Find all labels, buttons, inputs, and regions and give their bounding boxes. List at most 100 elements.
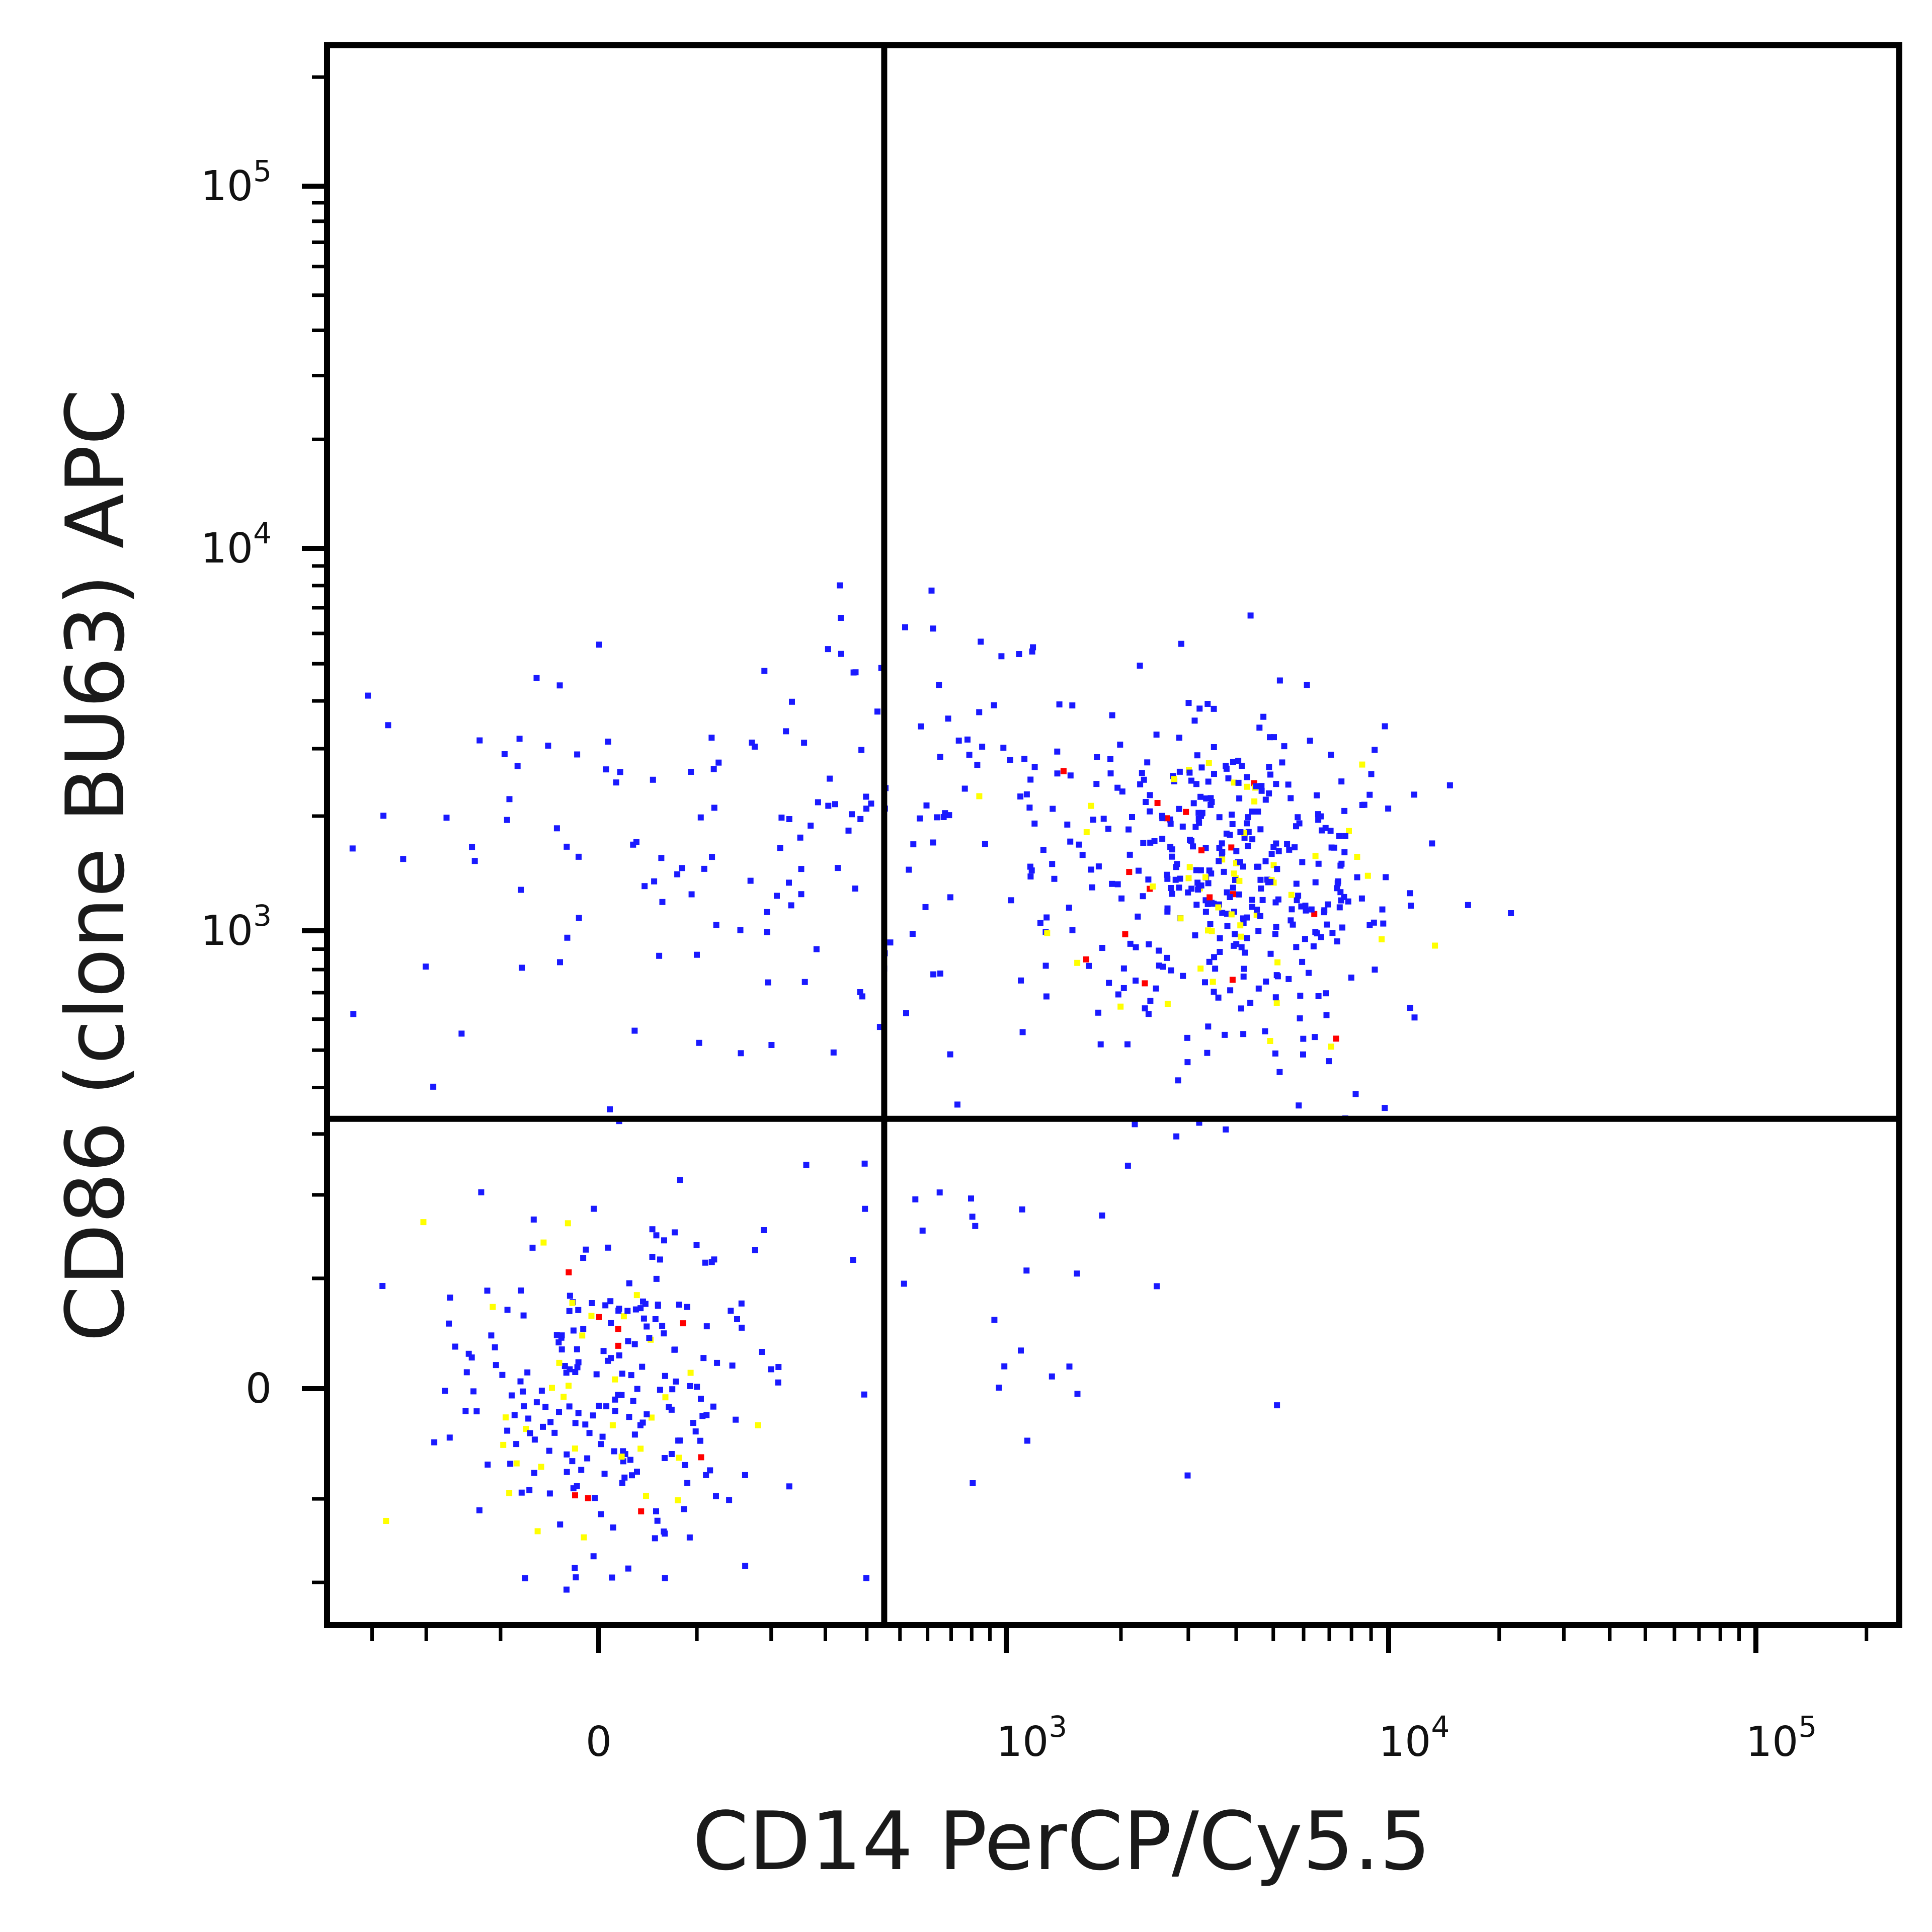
data-point: [978, 638, 984, 645]
data-point: [1184, 1059, 1191, 1066]
data-point: [1019, 1029, 1026, 1035]
data-point: [777, 845, 783, 851]
data-point: [1049, 1373, 1055, 1380]
data-point: [1288, 892, 1295, 898]
data-point: [620, 1458, 626, 1465]
data-point: [546, 1490, 553, 1497]
data-point: [1202, 979, 1208, 986]
data-point: [1185, 700, 1192, 706]
data-point: [1334, 885, 1340, 892]
data-point: [1198, 813, 1204, 819]
data-point: [801, 979, 808, 985]
data-point: [752, 1247, 758, 1253]
data-point: [1302, 936, 1308, 942]
data-point: [868, 800, 874, 807]
data-point: [1168, 885, 1174, 891]
data-point: [1145, 876, 1152, 883]
data-point: [1297, 1015, 1303, 1022]
data-point: [747, 877, 754, 884]
data-point: [1154, 800, 1161, 806]
y-tick-label: 104: [201, 516, 272, 573]
data-points: [349, 582, 1514, 1593]
data-point: [887, 939, 894, 946]
data-point: [1019, 1206, 1025, 1213]
x-axis-title: CD14 PerCP/Cy5.5: [692, 1794, 1430, 1888]
data-point: [1027, 873, 1034, 880]
data-point: [1385, 806, 1392, 812]
data-point: [1049, 861, 1056, 867]
data-point: [1147, 792, 1153, 798]
data-point: [584, 1455, 591, 1462]
data-point: [1273, 972, 1280, 979]
data-point: [530, 1216, 537, 1223]
data-point: [582, 1421, 589, 1428]
data-point: [1274, 959, 1281, 965]
data-point: [1311, 911, 1318, 917]
data-point: [669, 1451, 675, 1457]
data-point: [1007, 757, 1013, 763]
data-point: [1245, 814, 1251, 821]
data-point: [713, 1493, 719, 1499]
y-tick-exponent: 3: [253, 899, 272, 933]
data-point: [1256, 725, 1263, 731]
data-point: [739, 1324, 745, 1331]
data-point: [1315, 860, 1322, 867]
data-point: [580, 1326, 587, 1332]
data-point: [504, 1307, 511, 1313]
data-point: [1267, 878, 1273, 885]
data-point: [1244, 774, 1250, 780]
data-point: [639, 1363, 646, 1370]
data-point: [558, 1332, 565, 1339]
data-point: [639, 1419, 646, 1426]
data-point: [849, 811, 855, 818]
data-point: [1000, 745, 1007, 751]
data-point: [710, 1403, 716, 1410]
y-tick-label: 103: [201, 899, 272, 955]
data-point: [576, 853, 582, 860]
data-point: [1147, 839, 1154, 846]
y-tick-exponent: 4: [253, 516, 272, 550]
data-point: [1206, 958, 1213, 965]
data-point: [1323, 1012, 1330, 1018]
data-point: [1359, 802, 1365, 808]
data-point: [955, 738, 962, 744]
data-point: [768, 1366, 774, 1373]
data-point: [446, 1434, 453, 1441]
data-point: [488, 1332, 495, 1339]
data-point: [1267, 950, 1274, 957]
data-point: [917, 815, 923, 822]
data-point: [1272, 931, 1278, 937]
data-point: [1074, 959, 1081, 966]
data-point: [522, 1575, 528, 1581]
data-point: [659, 899, 666, 905]
data-point: [1323, 990, 1329, 997]
data-point: [1043, 993, 1050, 1000]
data-point: [400, 856, 407, 862]
data-point: [1233, 848, 1240, 854]
data-point: [555, 1339, 562, 1346]
data-point: [507, 1461, 514, 1467]
data-point: [761, 1227, 767, 1233]
data-point: [1308, 906, 1315, 913]
data-point: [976, 793, 983, 799]
data-point: [1099, 1212, 1105, 1219]
data-point: [1408, 903, 1414, 909]
data-point: [702, 1259, 708, 1266]
data-point: [547, 1419, 554, 1425]
data-point: [619, 1371, 625, 1377]
data-point: [1328, 1043, 1334, 1050]
data-point: [581, 1534, 587, 1541]
data-point: [1352, 1091, 1359, 1097]
data-point: [1140, 893, 1146, 900]
data-point: [553, 825, 560, 832]
data-point: [569, 1300, 576, 1306]
data-point: [1354, 874, 1360, 880]
data-point: [918, 723, 924, 730]
data-point: [1139, 770, 1145, 776]
data-point: [662, 1373, 668, 1379]
data-point: [662, 1394, 669, 1401]
data-point: [1217, 949, 1223, 955]
data-point: [420, 1219, 427, 1226]
data-point: [1263, 978, 1269, 985]
data-point: [656, 952, 663, 959]
